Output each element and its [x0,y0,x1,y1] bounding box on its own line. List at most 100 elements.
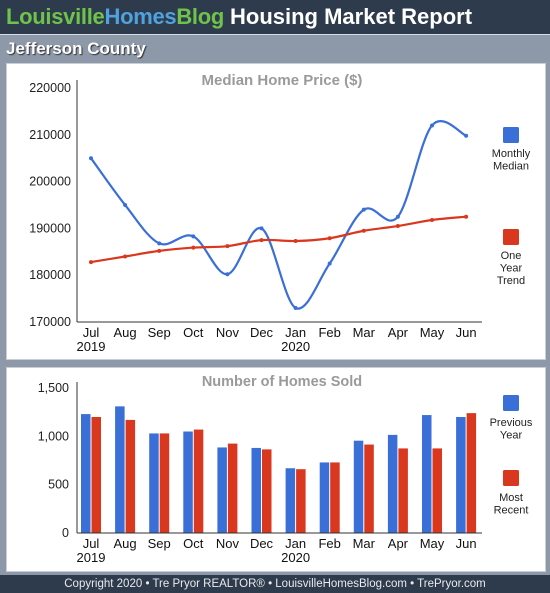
homes-sold-chart: Number of Homes Sold 1,500 1,000 500 0 Jul201… [38,374,533,565]
previous-year-bar [285,468,296,533]
legend-label: Median [493,161,529,173]
legend-label: Recent [494,505,529,517]
x-tick-label: Jun [456,536,477,551]
y-tick-label: 180000 [29,268,71,282]
most-recent-bar [91,417,101,533]
monthly-median-point [430,123,434,128]
x-tick-label: Jan [285,536,306,551]
y-tick-label: 500 [48,478,69,492]
median-price-panel: Median Home Price ($) 220000 210000 200000 1… [6,63,546,360]
y-tick-label: 200000 [29,175,71,189]
x-tick-label: Feb [318,536,340,551]
median-price-chart: Median Home Price ($) 220000 210000 200000 1… [29,72,531,354]
previous-year-bar [183,431,193,533]
monthly-median-point [157,241,162,246]
region-title: Jefferson County [6,39,146,58]
x-year-label: 2020 [281,550,310,565]
x-tick-label: May [420,325,445,340]
x-tick-label: Jul [83,325,100,340]
legend-swatch [503,395,519,411]
trend-point [293,239,298,244]
monthly-median-point [327,261,332,266]
x-tick-label: Nov [216,536,240,551]
most-recent-bar [262,449,272,533]
most-recent-bar [466,413,477,533]
x-tick-label: May [420,536,445,551]
footer-copyright: Copyright 2020 • Tre Pryor REALTOR® • Lo… [0,575,550,593]
x-tick-label: Jul [83,536,100,551]
legend-label: Most [499,492,523,504]
trend-point [464,214,469,219]
trend-point [191,245,196,250]
chart-title: Median Home Price ($) [202,72,363,89]
trend-point [259,238,264,243]
x-tick-label: Jun [456,325,477,340]
y-tick-label: 220000 [29,81,71,95]
legend-label: Year [500,430,523,442]
y-tick-label: 190000 [29,221,71,235]
x-tick-label: Dec [250,536,274,551]
monthly-median-point [395,214,400,219]
x-tick-label: Aug [114,536,137,551]
brand-part-1: Louisville [6,4,105,29]
trend-point [157,248,162,253]
most-recent-bar [227,443,238,533]
trend-point [89,260,93,265]
x-tick-label: Sep [148,536,171,551]
trend-point [395,224,400,229]
trend-point [361,228,366,233]
x-tick-label: Apr [388,536,409,551]
most-recent-bar [398,448,408,533]
previous-year-bar [81,414,91,533]
trend-line [90,215,467,264]
trend-point [225,244,230,249]
previous-year-bar [217,447,227,533]
previous-year-bar [251,447,261,533]
legend-label: Monthly [492,148,531,160]
most-recent-bar [159,433,170,533]
x-tick-label: Mar [353,536,376,551]
x-tick-label: Feb [318,325,340,340]
legend-label: Year [500,263,523,275]
legend-swatch [503,127,519,143]
legend-swatch [503,470,519,486]
y-tick-label: 0 [62,526,69,540]
brand-logo: LouisvilleHomesBlog [6,4,224,30]
previous-year-bar [353,440,364,533]
monthly-median-point [464,133,469,138]
monthly-median-point [123,203,128,207]
monthly-median-point [89,156,93,161]
x-tick-label: Mar [353,325,376,340]
trend-point [430,217,434,222]
y-tick-label: 210000 [29,128,71,142]
brand-part-2: Homes [104,4,177,29]
previous-year-bar [115,406,125,533]
x-tick-label: Apr [388,325,409,340]
most-recent-bar [193,429,204,533]
y-tick-label: 1,000 [38,429,69,443]
legend-swatch [503,229,519,245]
previous-year-bar [456,417,466,533]
monthly-median-point [191,234,196,239]
chart-title: Number of Homes Sold [202,374,362,390]
monthly-median-point [225,272,230,277]
legend-label: Previous [490,417,533,429]
y-tick-label: 1,500 [38,381,69,395]
x-tick-label: Dec [250,325,274,340]
previous-year-bar [422,415,432,533]
most-recent-bar [432,448,442,533]
monthly-median-point [293,305,298,310]
monthly-median-line [90,120,467,310]
most-recent-bar [296,469,306,533]
legend-label: One [501,250,522,262]
x-tick-label: Aug [114,325,137,340]
legend-label: Trend [497,275,525,287]
monthly-median-point [361,207,366,212]
x-year-label: 2019 [77,339,106,354]
x-tick-label: Sep [148,325,171,340]
y-tick-label: 170000 [29,315,71,329]
previous-year-bar [387,434,398,533]
homes-sold-panel: Number of Homes Sold 1,500 1,000 500 0 Jul 201… [6,367,546,572]
trend-point [123,254,128,259]
